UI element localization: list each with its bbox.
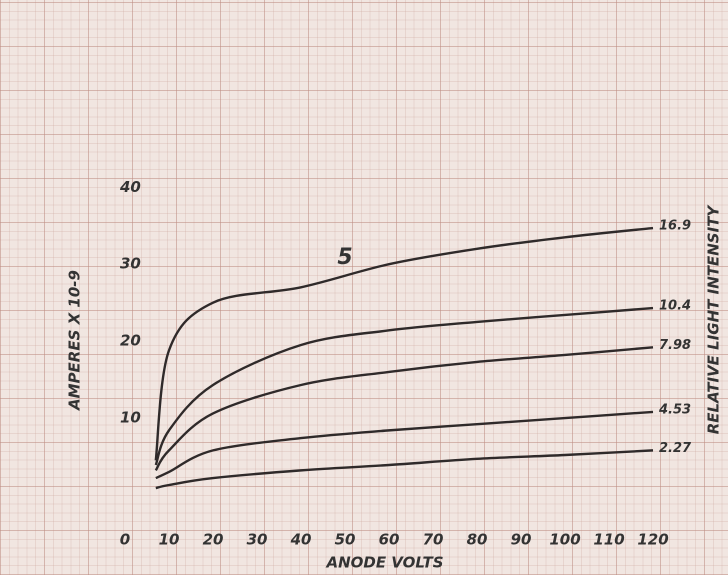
x-tick-label: 80 [467,531,488,549]
x-tick-label: 0 [120,531,130,549]
curve-label: 16.9 [659,219,691,234]
y-tick-label: 40 [119,178,141,196]
x-tick-label: 30 [247,531,268,549]
x-tick-label: 70 [423,531,444,549]
y2-axis-label: RELATIVE LIGHT INTENSITY [705,204,723,435]
x-tick-label: 110 [593,531,624,549]
y-tick-label: 10 [120,409,141,427]
x-tick-label: 50 [335,531,356,549]
x-tick-label: 120 [637,531,668,549]
curve [155,410,654,480]
annotation: 5 [337,245,352,270]
x-axis-label: ANODE VOLTS [325,554,443,572]
y-axis-label: AMPERES X 10-9 [66,270,84,411]
curve-label: 10.4 [659,299,691,314]
x-tick-label: 20 [203,531,224,549]
curve-label: 7.98 [659,338,691,353]
y-tick-label: 30 [120,255,141,273]
curve [154,346,654,472]
x-tick-label: 10 [159,531,180,549]
x-tick-label: 100 [549,531,580,549]
curve [154,226,654,461]
x-tick-label: 60 [379,531,400,549]
curve-label: 2.27 [659,441,692,456]
curve [155,449,654,490]
curve-label: 4.53 [658,402,691,417]
x-tick-label: 40 [290,531,312,549]
y-tick-label: 20 [120,332,141,350]
x-tick-label: 90 [511,531,532,549]
curve [154,306,654,466]
